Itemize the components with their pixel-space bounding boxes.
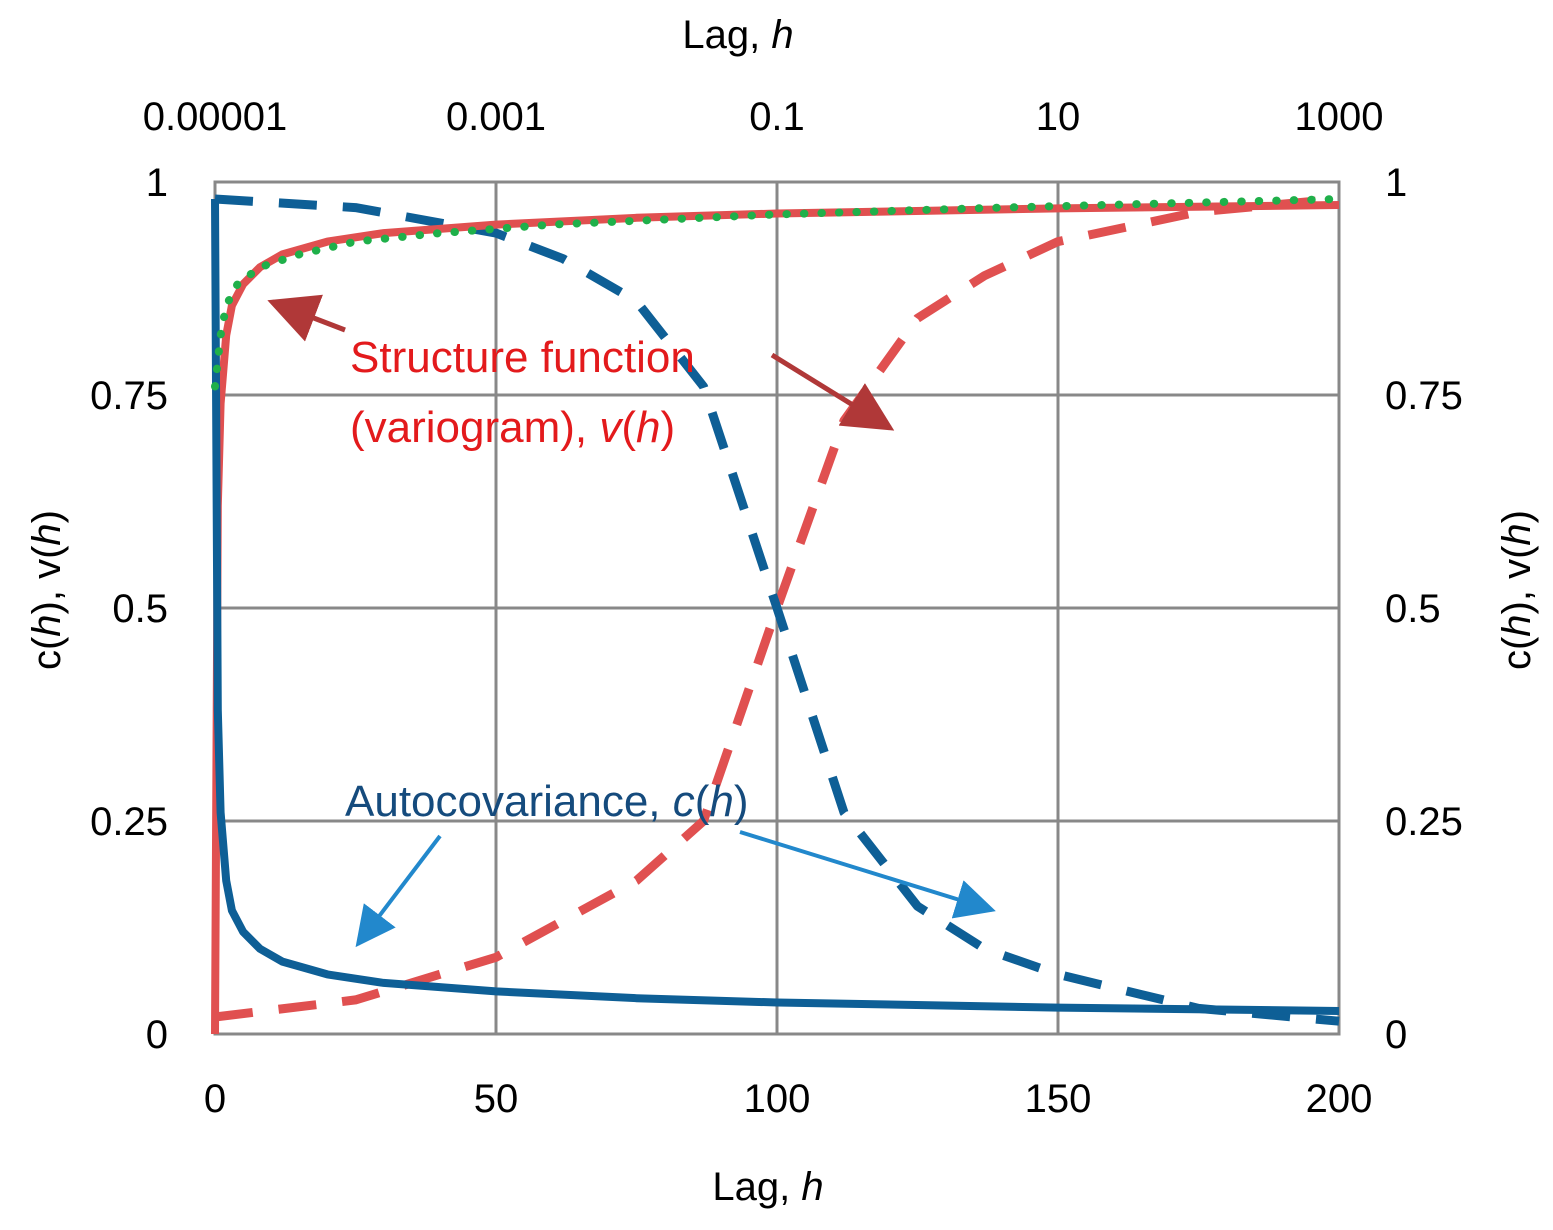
top-axis-title: Lag, h	[682, 13, 793, 57]
right-axis-title: c(h), v(h)	[1495, 510, 1539, 670]
series-line-3	[214, 194, 1340, 1022]
arrow-structure-to-solid	[267, 294, 346, 342]
x-top-tick-label: 0.00001	[143, 95, 288, 139]
x-top-tick-label: 0.001	[446, 95, 546, 139]
y-left-tick-label: 0.75	[90, 374, 168, 418]
x-bottom-tick-label: 50	[474, 1077, 519, 1121]
arrow-structure-to-dashed	[770, 352, 895, 431]
y-right-tick-label: 0	[1385, 1013, 1407, 1057]
y-right-tick-label: 0.25	[1385, 800, 1463, 844]
annotation-structure-function-line2: (variogram), v(h)	[350, 403, 675, 452]
x-top-tick-label: 0.1	[749, 95, 805, 139]
annotation-autocovariance: Autocovariance, c(h)	[345, 777, 749, 826]
y-left-tick-label: 1	[146, 161, 168, 205]
annotation-structure-function-line1: Structure function	[350, 333, 695, 382]
y-right-tick-label: 1	[1385, 161, 1407, 205]
y-left-tick-label: 0.5	[112, 587, 168, 631]
x-bottom-tick-label: 0	[204, 1077, 226, 1121]
x-top-tick-label: 10	[1036, 95, 1081, 139]
left-axis-title: c(h), v(h)	[25, 510, 69, 670]
y-left-tick-label: 0	[146, 1013, 168, 1057]
arrow-autocov-to-dashed	[739, 830, 996, 919]
y-left-tick-label: 0.25	[90, 800, 168, 844]
series-group	[211, 194, 1343, 1035]
x-bottom-tick-label: 150	[1025, 1077, 1092, 1121]
bottom-axis-title: Lag, h	[712, 1165, 823, 1209]
arrow-autocov-to-solid	[355, 834, 442, 948]
x-top-tick-label: 1000	[1295, 95, 1384, 139]
y-right-tick-label: 0.5	[1385, 587, 1441, 631]
series-line-1	[211, 198, 1340, 1015]
y-right-tick-label: 0.75	[1385, 374, 1463, 418]
series-line-0	[211, 201, 1340, 1035]
x-bottom-tick-label: 100	[744, 1077, 811, 1121]
x-bottom-tick-label: 200	[1306, 1077, 1373, 1121]
series-line-4	[214, 194, 1340, 1026]
